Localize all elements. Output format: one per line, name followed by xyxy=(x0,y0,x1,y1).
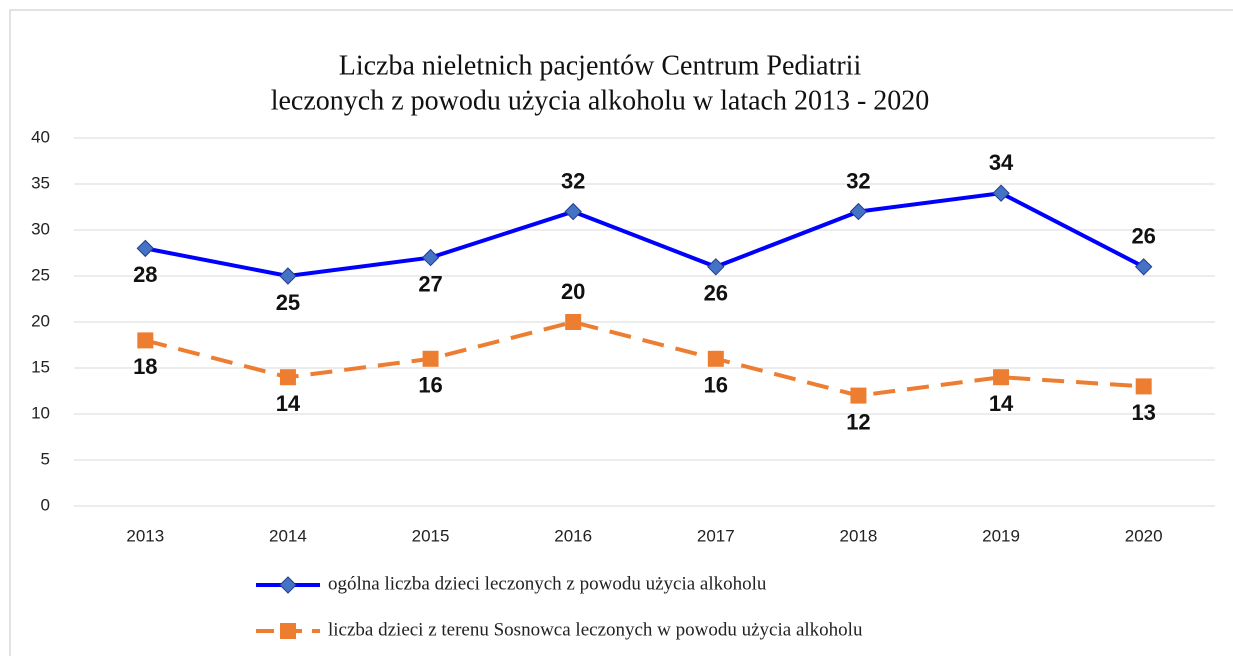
y-tick-label: 30 xyxy=(31,219,50,238)
chart-border xyxy=(9,9,1233,656)
y-tick-label: 20 xyxy=(31,311,50,330)
y-tick-label: 10 xyxy=(31,403,50,422)
data-label: 26 xyxy=(1131,224,1155,249)
y-tick-label: 5 xyxy=(41,449,50,468)
data-label: 25 xyxy=(276,290,300,315)
x-tick-label: 2014 xyxy=(269,526,307,545)
series-line xyxy=(144,191,1145,279)
marker xyxy=(279,369,296,386)
chart-title: Liczba nieletnich pacjentów Centrum Pedi… xyxy=(339,50,862,81)
legend-label: liczba dzieci z terenu Sosnowca leczonyc… xyxy=(328,619,863,640)
y-tick-label: 0 xyxy=(41,495,50,514)
x-tick-label: 2017 xyxy=(697,526,735,545)
legend-marker xyxy=(280,623,296,639)
marker xyxy=(422,350,439,367)
x-tick-label: 2018 xyxy=(840,526,878,545)
data-label: 18 xyxy=(133,354,157,379)
marker xyxy=(1134,258,1153,276)
data-label: 12 xyxy=(846,409,870,434)
marker xyxy=(421,248,440,267)
y-tick-label: 40 xyxy=(31,127,50,146)
y-tick-label: 25 xyxy=(31,265,50,284)
data-label: 32 xyxy=(561,168,585,193)
data-label: 16 xyxy=(704,373,728,398)
legend-label: ogólna liczba dzieci leczonych z powodu … xyxy=(328,573,767,594)
marker xyxy=(136,239,155,258)
data-label: 32 xyxy=(846,168,870,193)
marker xyxy=(1135,378,1152,395)
data-label: 16 xyxy=(418,373,442,398)
legend-marker xyxy=(279,576,297,594)
y-tick-label: 35 xyxy=(31,173,50,192)
x-tick-label: 2015 xyxy=(412,526,450,545)
x-tick-label: 2016 xyxy=(554,526,592,545)
x-tick-label: 2013 xyxy=(126,526,164,545)
marker xyxy=(707,350,724,367)
marker xyxy=(279,267,297,285)
marker xyxy=(992,184,1010,202)
series-line xyxy=(144,319,1144,398)
data-label: 14 xyxy=(276,391,301,416)
data-label: 20 xyxy=(561,279,585,304)
marker xyxy=(707,258,725,276)
data-label: 13 xyxy=(1131,400,1155,425)
marker xyxy=(993,369,1010,386)
x-tick-label: 2019 xyxy=(982,526,1020,545)
data-label: 28 xyxy=(133,262,157,287)
marker xyxy=(564,202,582,221)
marker xyxy=(137,332,154,349)
marker xyxy=(565,314,582,330)
marker xyxy=(849,202,868,221)
y-tick-label: 15 xyxy=(31,357,50,376)
x-tick-label: 2020 xyxy=(1125,526,1163,545)
data-label: 14 xyxy=(989,391,1014,416)
marker xyxy=(850,387,867,404)
data-label: 26 xyxy=(704,281,728,306)
chart-title: leczonych z powodu użycia alkoholu w lat… xyxy=(271,85,930,116)
data-label: 34 xyxy=(989,150,1014,175)
data-label: 27 xyxy=(418,271,442,296)
